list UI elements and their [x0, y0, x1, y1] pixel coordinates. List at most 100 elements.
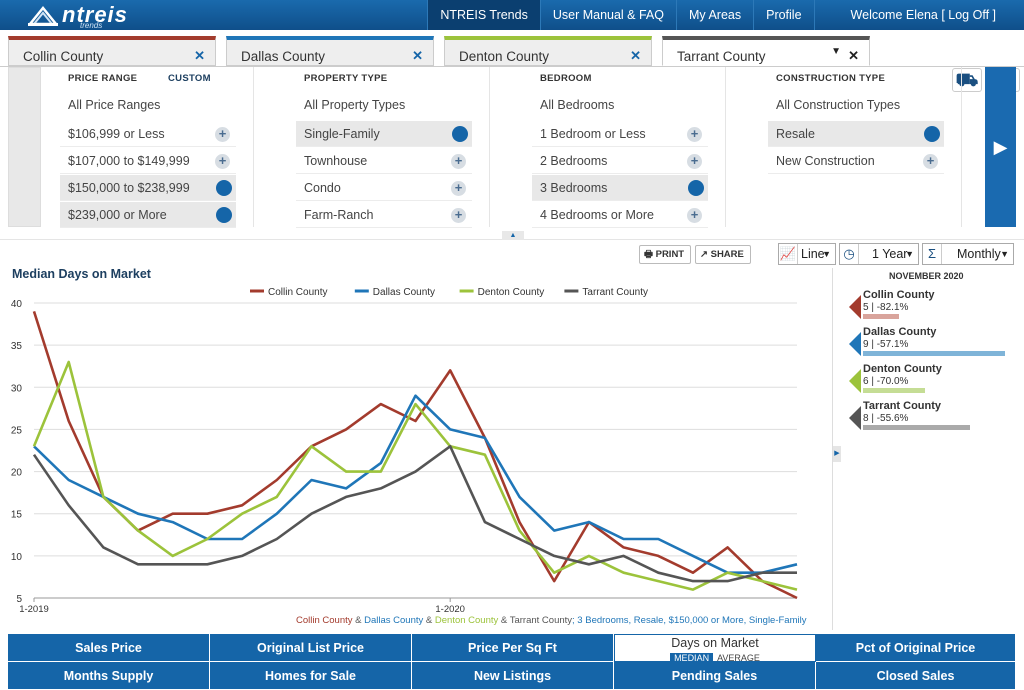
- nav-my-areas[interactable]: My Areas: [676, 0, 753, 30]
- tab-tarrant[interactable]: Tarrant County ▼ ✕: [662, 36, 870, 66]
- bedroom-option[interactable]: 4 Bedrooms or More +: [532, 202, 708, 228]
- custom-link[interactable]: CUSTOM: [168, 73, 211, 84]
- summary-collin[interactable]: Collin County 5 | -82.1%: [849, 289, 1019, 325]
- option-label: Condo: [304, 181, 341, 195]
- selected-dot-icon[interactable]: [924, 126, 940, 142]
- selected-dot-icon[interactable]: [452, 126, 468, 142]
- plus-icon[interactable]: +: [451, 181, 466, 196]
- chart-type-select[interactable]: 📈 Line ▼: [778, 243, 836, 265]
- price-option[interactable]: $107,000 to $149,999 +: [60, 148, 236, 174]
- interval-select[interactable]: Σ Monthly ▼: [922, 243, 1014, 265]
- price-range-header: PRICE RANGE: [68, 73, 138, 84]
- metric-price-per-sqft[interactable]: Price Per Sq Ft: [412, 634, 614, 662]
- x-tick-label: 1-2020: [435, 604, 465, 615]
- close-icon[interactable]: ✕: [848, 48, 859, 63]
- bedroom-option-selected[interactable]: 3 Bedrooms: [532, 175, 708, 201]
- plus-icon[interactable]: +: [687, 208, 702, 223]
- caption-denton: Denton County: [434, 615, 499, 626]
- print-button[interactable]: 🖶 PRINT: [639, 245, 691, 264]
- collapse-bar: ▲: [0, 231, 1024, 240]
- construction-type-header: CONSTRUCTION TYPE: [776, 73, 886, 84]
- tab-denton[interactable]: Denton County ✕: [444, 36, 652, 66]
- caption-filters: ; 3 Bedrooms, Resale, $150,000 or More, …: [572, 615, 807, 626]
- selected-dot-icon[interactable]: [216, 180, 232, 196]
- plus-icon[interactable]: +: [451, 208, 466, 223]
- tab-dallas[interactable]: Dallas County ✕: [226, 36, 434, 66]
- close-icon[interactable]: ✕: [412, 48, 423, 63]
- property-option[interactable]: Farm-Ranch +: [296, 202, 472, 228]
- flag-icon: [849, 332, 861, 356]
- median-toggle[interactable]: MEDIAN: [670, 653, 714, 664]
- price-option[interactable]: $106,999 or Less +: [60, 121, 236, 147]
- selected-dot-icon[interactable]: [688, 180, 704, 196]
- share-label: SHARE: [710, 249, 744, 260]
- house-logo-icon: [28, 6, 58, 26]
- next-arrow-button[interactable]: ▶: [985, 67, 1016, 227]
- summary-name: Denton County: [863, 363, 942, 375]
- metric-original-list-price[interactable]: Original List Price: [210, 634, 412, 662]
- line-chart: 5 10 15 20 25 30 35 40 1-2019 1-2020 Collin County…: [11, 287, 798, 615]
- series-line[interactable]: [32, 445, 797, 583]
- option-label: Townhouse: [304, 154, 368, 168]
- price-option-selected[interactable]: $150,000 to $238,999: [60, 175, 236, 201]
- metric-sales-price[interactable]: Sales Price: [8, 634, 210, 662]
- tab-collin[interactable]: Collin County ✕: [8, 36, 216, 66]
- all-construction-types[interactable]: All Construction Types: [776, 98, 901, 112]
- plus-icon[interactable]: +: [923, 154, 938, 169]
- metric-closed-sales[interactable]: Closed Sales: [816, 662, 1016, 690]
- all-property-types[interactable]: All Property Types: [304, 98, 406, 112]
- caret-down-icon[interactable]: ▼: [831, 46, 841, 57]
- nav-trends[interactable]: NTREIS Trends: [427, 0, 540, 30]
- summary-tarrant[interactable]: Tarrant County 8 | -55.6%: [849, 400, 1019, 436]
- bedroom-option[interactable]: 2 Bedrooms +: [532, 148, 708, 174]
- nav-profile[interactable]: Profile: [753, 0, 813, 30]
- metric-months-supply[interactable]: Months Supply: [8, 662, 210, 690]
- metric-pending-sales[interactable]: Pending Sales: [614, 662, 816, 690]
- average-toggle[interactable]: AVERAGE: [717, 653, 760, 663]
- series-line[interactable]: [33, 394, 798, 575]
- metric-new-listings[interactable]: New Listings: [412, 662, 614, 690]
- all-price-ranges[interactable]: All Price Ranges: [68, 98, 161, 112]
- property-option[interactable]: Townhouse +: [296, 148, 472, 174]
- bedroom-option[interactable]: 1 Bedroom or Less +: [532, 121, 708, 147]
- nav-manual[interactable]: User Manual & FAQ: [539, 0, 676, 30]
- summary-dallas[interactable]: Dallas County 9 | -57.1%: [849, 326, 1019, 362]
- left-strip[interactable]: [8, 67, 41, 227]
- close-icon[interactable]: ✕: [194, 48, 205, 63]
- property-option[interactable]: Condo +: [296, 175, 472, 201]
- y-tick-label: 35: [11, 341, 23, 352]
- period-select[interactable]: ◷ 1 Year ▼: [839, 243, 919, 265]
- sigma-icon: Σ: [923, 244, 942, 264]
- panel-toggle-icon[interactable]: ▶: [833, 446, 841, 462]
- summary-denton[interactable]: Denton County 6 | -70.0%: [849, 363, 1019, 399]
- series-line[interactable]: [32, 311, 798, 600]
- series-line[interactable]: [32, 360, 798, 591]
- metric-pct-original-price[interactable]: Pct of Original Price: [816, 634, 1016, 662]
- plus-icon[interactable]: +: [451, 154, 466, 169]
- legend-label: Denton County: [478, 287, 545, 298]
- plus-icon[interactable]: +: [215, 127, 230, 142]
- plus-icon[interactable]: +: [687, 154, 702, 169]
- welcome-logoff[interactable]: Welcome Elena [ Log Off ]: [813, 0, 1024, 30]
- chevron-down-icon: ▼: [822, 249, 831, 259]
- share-button[interactable]: ↗ SHARE: [695, 245, 751, 264]
- chevron-down-icon: ▼: [905, 249, 914, 259]
- plus-icon[interactable]: +: [687, 127, 702, 142]
- property-option-selected[interactable]: Single-Family: [296, 121, 472, 147]
- flag-icon: [849, 369, 861, 393]
- price-option-selected[interactable]: $239,000 or More: [60, 202, 236, 228]
- close-icon[interactable]: ✕: [630, 48, 641, 63]
- all-bedrooms[interactable]: All Bedrooms: [540, 98, 615, 112]
- property-type-column: PROPERTY TYPE All Property Types Single-…: [296, 67, 476, 228]
- metric-homes-for-sale[interactable]: Homes for Sale: [210, 662, 412, 690]
- selected-dot-icon[interactable]: [216, 207, 232, 223]
- construction-option[interactable]: New Construction +: [768, 148, 944, 174]
- collapse-up-icon[interactable]: ▲: [502, 231, 524, 240]
- construction-option-selected[interactable]: Resale: [768, 121, 944, 147]
- divider: [253, 67, 254, 227]
- plus-icon[interactable]: +: [215, 154, 230, 169]
- caption-sep: &: [352, 615, 365, 626]
- option-label: $150,000 to $238,999: [68, 181, 190, 195]
- metric-days-on-market[interactable]: Days on Market MEDIAN AVERAGE: [614, 634, 816, 664]
- ntreis-logo[interactable]: ntreis trends: [28, 2, 128, 30]
